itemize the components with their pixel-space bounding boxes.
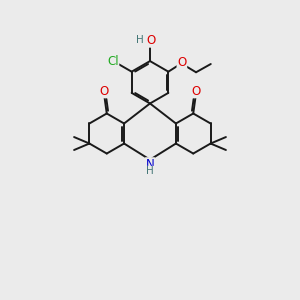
Text: H: H bbox=[136, 35, 144, 46]
Text: N: N bbox=[146, 158, 154, 171]
Text: H: H bbox=[146, 167, 154, 176]
Text: O: O bbox=[192, 85, 201, 98]
Text: O: O bbox=[177, 56, 187, 69]
Text: O: O bbox=[99, 85, 108, 98]
Text: Cl: Cl bbox=[107, 55, 118, 68]
Text: O: O bbox=[146, 34, 155, 47]
